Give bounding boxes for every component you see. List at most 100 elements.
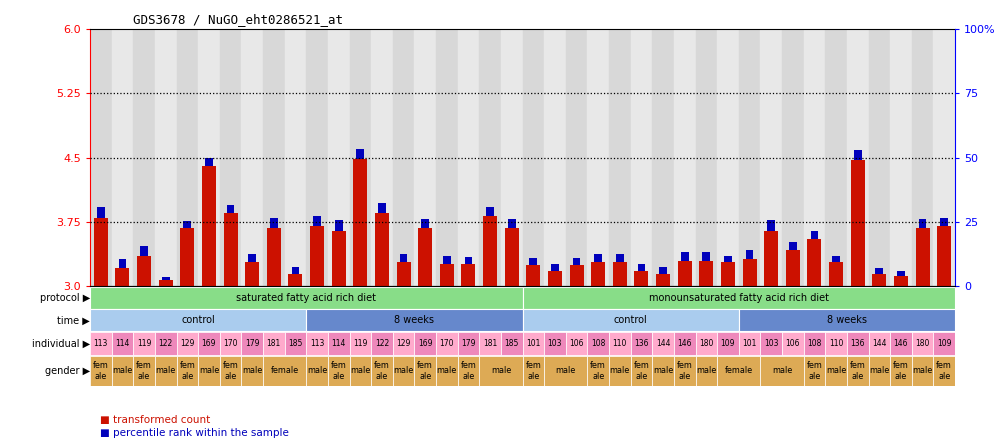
Text: 122: 122	[375, 339, 389, 348]
Bar	[804, 356, 825, 386]
Bar	[220, 29, 241, 286]
Bar	[573, 258, 580, 265]
Bar	[393, 356, 414, 386]
Text: male: male	[869, 366, 889, 376]
Bar	[479, 332, 501, 355]
Bar	[224, 214, 238, 286]
Text: protocol ▶: protocol ▶	[40, 293, 90, 303]
Text: 108: 108	[591, 339, 605, 348]
Bar	[112, 332, 133, 355]
Bar	[872, 274, 886, 286]
Bar	[933, 332, 955, 355]
Bar	[176, 356, 198, 386]
Text: control: control	[181, 315, 215, 325]
Bar	[674, 29, 696, 286]
Bar	[674, 332, 696, 355]
Bar	[115, 268, 129, 286]
Bar	[479, 356, 522, 386]
Text: 8 weeks: 8 weeks	[827, 315, 867, 325]
Bar	[483, 216, 497, 286]
Bar	[916, 228, 930, 286]
Bar	[847, 29, 868, 286]
Bar	[890, 29, 912, 286]
Text: fem
ale: fem ale	[525, 361, 541, 381]
Text: 169: 169	[202, 339, 216, 348]
Bar	[696, 356, 717, 386]
Text: 136: 136	[850, 339, 865, 348]
Bar	[328, 332, 350, 355]
Bar	[119, 259, 126, 268]
Bar	[782, 332, 804, 355]
Bar	[717, 332, 739, 355]
Bar	[465, 257, 472, 264]
Bar	[414, 356, 436, 386]
Bar	[328, 29, 350, 286]
Text: 103: 103	[764, 339, 778, 348]
Bar	[133, 356, 155, 386]
Bar	[501, 29, 522, 286]
Bar	[912, 332, 933, 355]
Bar	[739, 29, 760, 286]
Text: 169: 169	[418, 339, 432, 348]
Bar	[183, 221, 191, 228]
Bar	[90, 29, 112, 286]
Text: 113: 113	[94, 339, 108, 348]
Bar	[440, 264, 454, 286]
Text: female: female	[725, 366, 753, 376]
Text: 113: 113	[310, 339, 324, 348]
Bar	[479, 29, 501, 286]
Bar	[248, 254, 256, 262]
Bar	[270, 218, 278, 228]
Text: 179: 179	[245, 339, 259, 348]
Text: 129: 129	[396, 339, 411, 348]
Text: fem
ale: fem ale	[93, 361, 109, 381]
Bar	[458, 356, 479, 386]
Bar	[306, 356, 328, 386]
Bar	[501, 332, 522, 355]
Text: 146: 146	[894, 339, 908, 348]
Bar	[400, 254, 407, 262]
Bar	[397, 262, 411, 286]
Text: 146: 146	[677, 339, 692, 348]
Bar	[807, 239, 821, 286]
Bar	[804, 29, 825, 286]
Bar	[609, 29, 631, 286]
Text: 179: 179	[461, 339, 476, 348]
Bar	[288, 274, 302, 286]
Bar	[890, 356, 912, 386]
Bar	[97, 207, 105, 218]
Bar	[371, 29, 393, 286]
Bar	[371, 356, 393, 386]
Bar	[609, 356, 631, 386]
Bar	[587, 356, 609, 386]
Text: 129: 129	[180, 339, 194, 348]
Bar	[851, 160, 865, 286]
Bar	[591, 262, 605, 286]
Bar	[263, 332, 285, 355]
Bar	[613, 262, 627, 286]
Text: fem
ale: fem ale	[136, 361, 152, 381]
Text: 108: 108	[807, 339, 822, 348]
Bar	[739, 309, 955, 331]
Bar	[789, 242, 797, 250]
Bar	[937, 226, 951, 286]
Bar	[90, 332, 112, 355]
Bar	[90, 287, 522, 309]
Bar	[285, 332, 306, 355]
Bar	[205, 158, 213, 166]
Bar	[702, 252, 710, 261]
Text: fem
ale: fem ale	[331, 361, 347, 381]
Bar	[566, 332, 587, 355]
Bar	[678, 261, 692, 286]
Text: fem
ale: fem ale	[634, 361, 649, 381]
Text: male: male	[199, 366, 219, 376]
Bar	[245, 262, 259, 286]
Bar	[137, 256, 151, 286]
Bar	[198, 356, 220, 386]
Bar	[421, 219, 429, 228]
Text: male: male	[826, 366, 846, 376]
Bar	[350, 29, 371, 286]
Text: 185: 185	[505, 339, 519, 348]
Bar	[378, 203, 386, 214]
Bar	[804, 332, 825, 355]
